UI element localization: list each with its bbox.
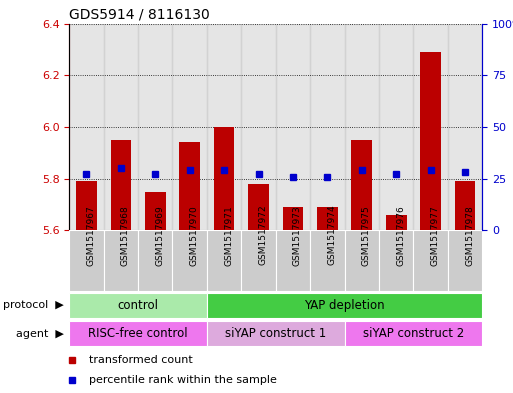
Bar <box>138 230 172 291</box>
Text: GSM1517969: GSM1517969 <box>155 205 164 266</box>
Bar <box>172 24 207 230</box>
Bar <box>310 230 345 291</box>
Bar <box>310 24 345 230</box>
Bar <box>413 230 448 291</box>
Bar <box>207 321 345 346</box>
Bar <box>275 230 310 291</box>
Bar <box>207 24 241 230</box>
Bar <box>207 293 482 318</box>
Bar <box>138 24 172 230</box>
Bar <box>241 24 275 230</box>
Bar <box>386 215 406 230</box>
Bar <box>420 52 441 230</box>
Bar <box>172 230 207 291</box>
Bar <box>345 321 482 346</box>
Text: GSM1517977: GSM1517977 <box>430 205 440 266</box>
Text: GSM1517970: GSM1517970 <box>190 205 199 266</box>
Bar <box>317 207 338 230</box>
Bar <box>455 181 476 230</box>
Bar <box>69 293 207 318</box>
Text: GSM1517971: GSM1517971 <box>224 205 233 266</box>
Bar <box>241 230 275 291</box>
Bar <box>275 24 310 230</box>
Bar <box>345 230 379 291</box>
Bar <box>104 230 138 291</box>
Text: GSM1517975: GSM1517975 <box>362 205 371 266</box>
Text: GSM1517972: GSM1517972 <box>259 205 268 266</box>
Bar <box>351 140 372 230</box>
Bar <box>145 191 166 230</box>
Text: protocol  ▶: protocol ▶ <box>4 300 64 310</box>
Bar <box>180 142 200 230</box>
Bar <box>448 230 482 291</box>
Bar <box>413 24 448 230</box>
Text: GSM1517967: GSM1517967 <box>87 205 95 266</box>
Text: GSM1517968: GSM1517968 <box>121 205 130 266</box>
Bar <box>345 24 379 230</box>
Text: transformed count: transformed count <box>89 355 193 365</box>
Text: control: control <box>117 299 159 312</box>
Text: GSM1517978: GSM1517978 <box>465 205 474 266</box>
Text: siYAP construct 2: siYAP construct 2 <box>363 327 464 340</box>
Text: siYAP construct 1: siYAP construct 1 <box>225 327 326 340</box>
Bar <box>379 230 413 291</box>
Bar <box>214 127 234 230</box>
Text: GDS5914 / 8116130: GDS5914 / 8116130 <box>69 7 210 21</box>
Bar <box>76 181 97 230</box>
Bar <box>69 24 104 230</box>
Bar <box>248 184 269 230</box>
Text: RISC-free control: RISC-free control <box>88 327 188 340</box>
Text: GSM1517973: GSM1517973 <box>293 205 302 266</box>
Text: percentile rank within the sample: percentile rank within the sample <box>89 375 277 386</box>
Bar <box>111 140 131 230</box>
Text: GSM1517976: GSM1517976 <box>396 205 405 266</box>
Bar <box>69 321 207 346</box>
Text: GSM1517974: GSM1517974 <box>327 205 337 266</box>
Bar <box>379 24 413 230</box>
Bar <box>104 24 138 230</box>
Text: YAP depletion: YAP depletion <box>304 299 385 312</box>
Text: agent  ▶: agent ▶ <box>16 329 64 339</box>
Bar <box>207 230 241 291</box>
Bar <box>69 230 104 291</box>
Bar <box>283 207 303 230</box>
Bar <box>448 24 482 230</box>
